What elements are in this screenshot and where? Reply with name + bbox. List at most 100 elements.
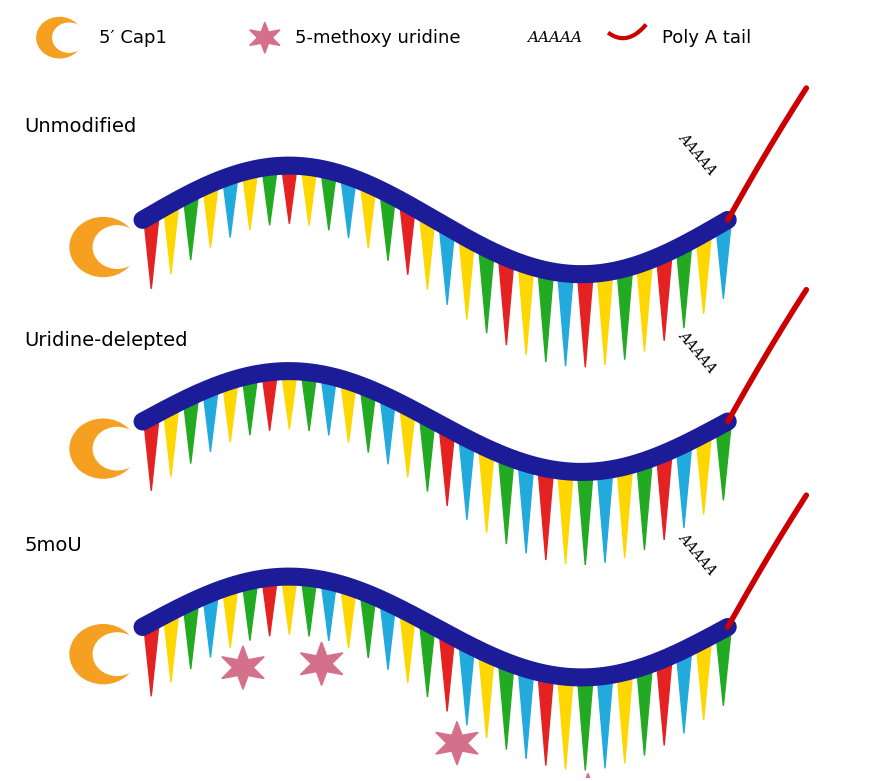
Polygon shape	[596, 273, 612, 365]
Polygon shape	[715, 223, 730, 299]
Polygon shape	[656, 453, 672, 540]
Text: 5-methoxy uridine: 5-methoxy uridine	[295, 29, 460, 47]
Polygon shape	[241, 170, 257, 230]
Polygon shape	[300, 642, 342, 686]
Polygon shape	[379, 603, 395, 670]
Polygon shape	[163, 204, 178, 274]
Polygon shape	[360, 184, 376, 248]
Polygon shape	[557, 273, 572, 366]
Polygon shape	[281, 371, 297, 430]
Polygon shape	[419, 216, 435, 290]
Polygon shape	[435, 722, 478, 765]
Polygon shape	[656, 659, 672, 745]
Circle shape	[93, 226, 140, 268]
Polygon shape	[399, 204, 415, 275]
Circle shape	[70, 625, 136, 683]
Polygon shape	[566, 773, 608, 781]
Polygon shape	[458, 238, 474, 319]
Polygon shape	[143, 622, 159, 697]
Text: Unmodified: Unmodified	[25, 117, 137, 137]
Text: AAAAA: AAAAA	[675, 130, 718, 177]
Text: AAAAA: AAAAA	[675, 328, 718, 376]
Polygon shape	[675, 444, 691, 528]
Circle shape	[53, 23, 85, 52]
Polygon shape	[715, 424, 730, 501]
Polygon shape	[360, 388, 376, 452]
Polygon shape	[498, 258, 514, 345]
Polygon shape	[656, 254, 672, 341]
Text: Uridine-delepted: Uridine-delepted	[25, 330, 188, 350]
Polygon shape	[577, 472, 593, 565]
Polygon shape	[695, 640, 710, 720]
Polygon shape	[537, 270, 553, 362]
Polygon shape	[301, 167, 317, 226]
Circle shape	[93, 633, 140, 676]
Polygon shape	[439, 633, 455, 711]
Polygon shape	[616, 672, 632, 763]
Polygon shape	[320, 376, 336, 436]
Polygon shape	[221, 646, 264, 690]
Polygon shape	[537, 469, 553, 560]
Polygon shape	[241, 581, 257, 640]
Polygon shape	[222, 176, 238, 237]
Polygon shape	[399, 612, 415, 683]
Polygon shape	[596, 470, 612, 563]
Polygon shape	[577, 274, 593, 367]
Circle shape	[70, 218, 136, 276]
Polygon shape	[458, 438, 474, 520]
Polygon shape	[419, 417, 435, 491]
Polygon shape	[262, 373, 277, 430]
Polygon shape	[498, 662, 514, 750]
Polygon shape	[557, 471, 572, 564]
Polygon shape	[163, 612, 178, 682]
Polygon shape	[341, 587, 356, 648]
Polygon shape	[479, 654, 494, 738]
Text: 5′ Cap1: 5′ Cap1	[98, 29, 167, 47]
Polygon shape	[616, 466, 632, 558]
Circle shape	[37, 17, 83, 58]
Polygon shape	[518, 463, 533, 554]
Polygon shape	[695, 434, 710, 515]
Polygon shape	[518, 265, 533, 355]
Text: 5moU: 5moU	[25, 536, 83, 555]
Polygon shape	[695, 234, 710, 314]
Text: Poly A tail: Poly A tail	[661, 29, 751, 47]
Polygon shape	[715, 629, 730, 706]
Circle shape	[93, 427, 140, 470]
Polygon shape	[262, 578, 277, 637]
Polygon shape	[301, 373, 317, 431]
Polygon shape	[577, 677, 593, 770]
Polygon shape	[341, 177, 356, 238]
Polygon shape	[596, 676, 612, 769]
Polygon shape	[498, 456, 514, 544]
Polygon shape	[341, 381, 356, 443]
Polygon shape	[183, 397, 198, 464]
Polygon shape	[458, 644, 474, 726]
Polygon shape	[281, 576, 297, 635]
Polygon shape	[439, 227, 455, 305]
Text: AAAAA: AAAAA	[675, 530, 718, 577]
Polygon shape	[163, 406, 178, 476]
Text: AAAAA: AAAAA	[526, 30, 581, 45]
Polygon shape	[518, 669, 533, 759]
Polygon shape	[249, 22, 279, 53]
Polygon shape	[379, 194, 395, 261]
Polygon shape	[360, 594, 376, 658]
Polygon shape	[202, 594, 218, 658]
Polygon shape	[202, 388, 218, 452]
Polygon shape	[320, 170, 336, 230]
Polygon shape	[143, 417, 159, 490]
Circle shape	[70, 419, 136, 478]
Polygon shape	[241, 376, 257, 435]
Polygon shape	[262, 167, 277, 225]
Polygon shape	[636, 262, 651, 351]
Polygon shape	[202, 184, 218, 248]
Polygon shape	[379, 397, 395, 464]
Polygon shape	[537, 674, 553, 765]
Polygon shape	[320, 581, 336, 641]
Polygon shape	[675, 650, 691, 733]
Polygon shape	[616, 269, 632, 359]
Polygon shape	[281, 166, 297, 224]
Polygon shape	[399, 407, 415, 477]
Polygon shape	[439, 428, 455, 506]
